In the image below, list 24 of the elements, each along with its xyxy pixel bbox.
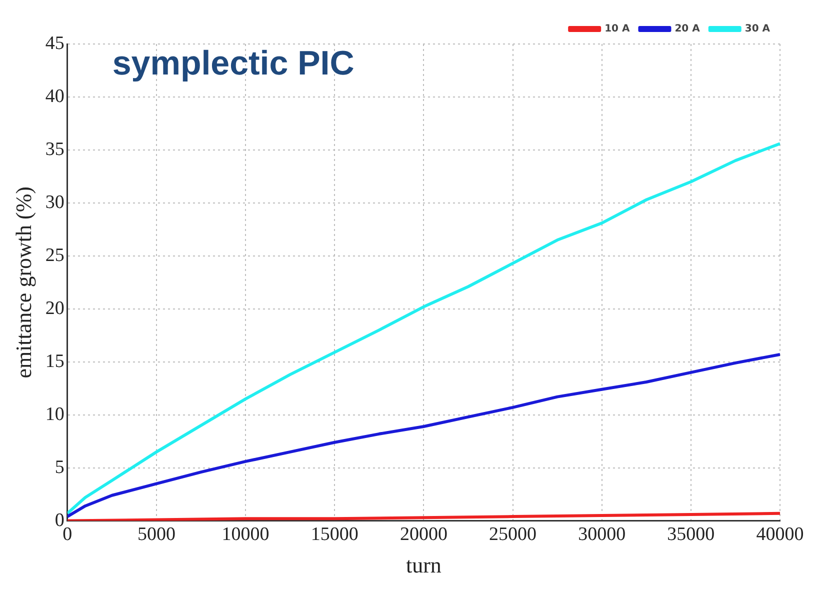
x-tick-label: 35000: [667, 524, 715, 546]
y-tick-label: 35: [45, 138, 64, 160]
y-tick-label: 10: [45, 404, 64, 425]
legend-label: 10 A: [604, 24, 630, 35]
x-axis-title: turn: [406, 552, 442, 578]
x-tick-label: 30000: [578, 524, 626, 546]
chart-title: symplectic PIC: [112, 44, 354, 82]
x-tick-label: 20000: [400, 524, 448, 546]
x-tick-label: 40000: [756, 524, 804, 546]
y-tick-label: 20: [45, 298, 64, 319]
y-tick-label: 5: [54, 456, 64, 478]
legend-label: 30 A: [744, 24, 770, 35]
y-tick-label: 0: [54, 510, 64, 531]
x-tick-label: 10000: [222, 524, 270, 546]
legend-label: 20 A: [674, 24, 700, 35]
y-tick-label: 40: [45, 86, 64, 107]
y-tick-label: 45: [45, 32, 64, 54]
y-tick-label: 30: [45, 192, 64, 213]
x-tick-label: 5000: [137, 524, 176, 546]
y-axis-title: emittance growth (%): [10, 186, 36, 378]
y-tick-label: 25: [45, 244, 64, 266]
x-tick-label: 25000: [489, 524, 537, 546]
y-tick-label: 15: [45, 350, 64, 372]
x-tick-label: 15000: [310, 524, 358, 546]
